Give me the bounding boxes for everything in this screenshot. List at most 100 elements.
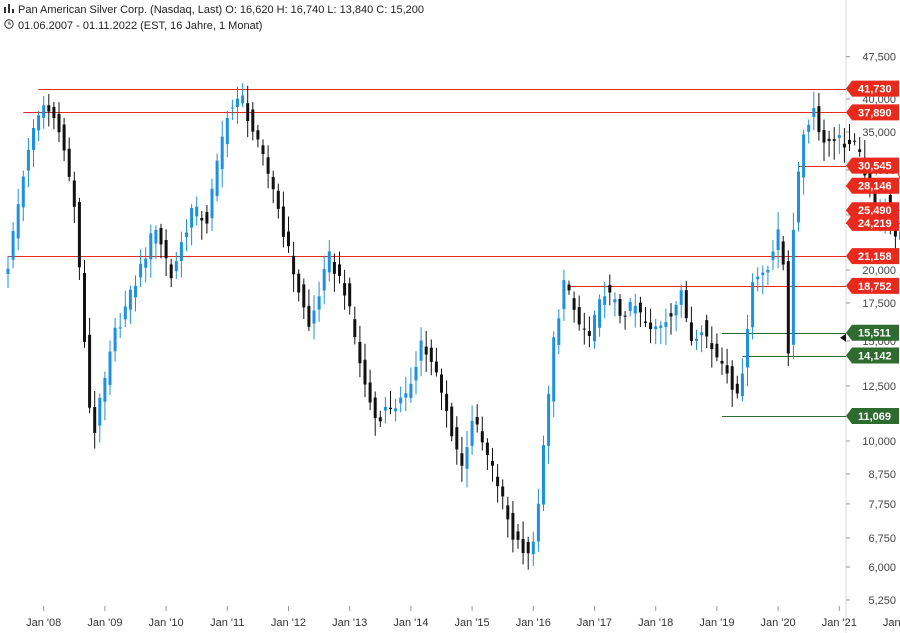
candle-body: [322, 269, 326, 291]
candle-body: [200, 217, 204, 221]
candle-body: [332, 261, 336, 274]
candle-body: [215, 160, 219, 197]
candle-body: [572, 298, 576, 310]
candle-body: [348, 283, 352, 307]
candle-body: [480, 431, 484, 443]
candle-body: [118, 327, 122, 329]
candle-body: [496, 476, 500, 487]
candle-body: [83, 273, 86, 342]
candle-body: [649, 322, 653, 330]
chart-header-range: 01.06.2007 - 01.11.2022 (EST, 16 Jahre, …: [4, 19, 262, 32]
candle-body: [338, 264, 341, 276]
candle-body: [378, 417, 382, 422]
level-label-badge: [846, 80, 899, 97]
candle-body: [531, 541, 535, 555]
instrument-quote: Pan American Silver Corp. (Nasdaq, Last)…: [18, 4, 425, 16]
candle-body: [669, 313, 673, 317]
x-tick-label: Jan '12: [271, 617, 306, 629]
candle-body: [623, 315, 627, 317]
candle-body: [516, 531, 520, 540]
candle-body: [700, 332, 704, 336]
candle-body: [485, 442, 489, 456]
candle-body: [593, 314, 596, 342]
candle-body: [363, 359, 367, 385]
candle-body: [271, 177, 275, 190]
candle-body: [638, 302, 642, 313]
y-tick-label: 35,000: [862, 127, 896, 139]
candle-body: [628, 301, 632, 312]
level-label-badge: [846, 157, 899, 174]
candle-body: [710, 343, 714, 350]
candle-body: [108, 351, 112, 385]
candle-body: [695, 338, 698, 341]
level-label-text: 14,142: [858, 351, 892, 363]
level-label-badge: [846, 347, 899, 364]
y-tick-label: 20,000: [862, 265, 896, 277]
candle-body: [404, 393, 408, 398]
candle-body: [251, 109, 255, 132]
candle-body: [746, 329, 749, 368]
x-tick-label: Jan '18: [638, 617, 673, 629]
candle-body: [368, 382, 372, 403]
candle-body: [470, 420, 474, 446]
candle-body: [72, 180, 76, 207]
candle-body: [771, 251, 775, 260]
candle-body: [21, 176, 25, 208]
candle-body: [654, 326, 658, 330]
y-tick-label: 8,750: [868, 469, 896, 481]
candle-body: [113, 327, 117, 352]
level-label-text: 28,146: [858, 181, 892, 193]
candle-body: [465, 447, 469, 469]
clock-icon: [4, 19, 18, 32]
candle-body: [128, 289, 132, 310]
candle-body: [720, 360, 724, 364]
x-tick-label: Jan '13: [332, 617, 367, 629]
x-tick-label: Jan '15: [455, 617, 490, 629]
candle-body: [159, 227, 163, 245]
candle-body: [419, 340, 423, 361]
candle-body: [633, 305, 637, 314]
candle-body: [526, 541, 530, 554]
candle-body: [317, 296, 321, 310]
level-label-text: 25,490: [858, 205, 892, 217]
date-range-text: 01.06.2007 - 01.11.2022 (EST, 16 Jahre, …: [18, 20, 263, 32]
x-tick-label: Jan '19: [699, 617, 734, 629]
candle-body: [440, 374, 443, 393]
candle-body: [766, 269, 770, 273]
candle-body: [292, 255, 296, 275]
y-tick-label: 6,000: [868, 562, 896, 574]
x-axis: Jan '08 Jan '09 Jan '10 Jan '11 Jan '12 Jan '…: [26, 606, 900, 629]
candle-body: [511, 512, 515, 540]
candle-body: [409, 383, 413, 398]
candle-body: [715, 343, 719, 358]
last-close-marker: [840, 333, 846, 342]
candle-body: [103, 377, 107, 402]
level-label-text: 30,545: [858, 161, 892, 173]
level-label-badge: [846, 248, 899, 265]
candle-body: [174, 261, 178, 272]
candle-body: [6, 268, 10, 275]
candle-body: [776, 229, 780, 251]
candle-body: [164, 240, 168, 259]
candle-body: [730, 366, 734, 390]
level-label-text: 24,219: [858, 218, 892, 230]
candle-body: [185, 232, 188, 238]
candle-body: [740, 373, 744, 397]
candle-body: [287, 231, 290, 247]
candle-body: [781, 241, 785, 265]
y-tick-label: 5,250: [868, 595, 896, 607]
level-label-badge: [846, 277, 899, 294]
candle-body: [603, 296, 607, 305]
candle-body: [613, 299, 617, 303]
candle-body: [761, 272, 765, 276]
candle-body: [123, 306, 127, 320]
candle-body: [797, 171, 800, 223]
candle-body: [587, 331, 591, 336]
candle-body: [832, 139, 836, 141]
x-tick-label: Jan '09: [87, 617, 122, 629]
level-label-badge: [846, 324, 899, 341]
candle-body: [399, 397, 403, 404]
candle-body: [77, 201, 81, 268]
candle-body: [37, 115, 41, 131]
